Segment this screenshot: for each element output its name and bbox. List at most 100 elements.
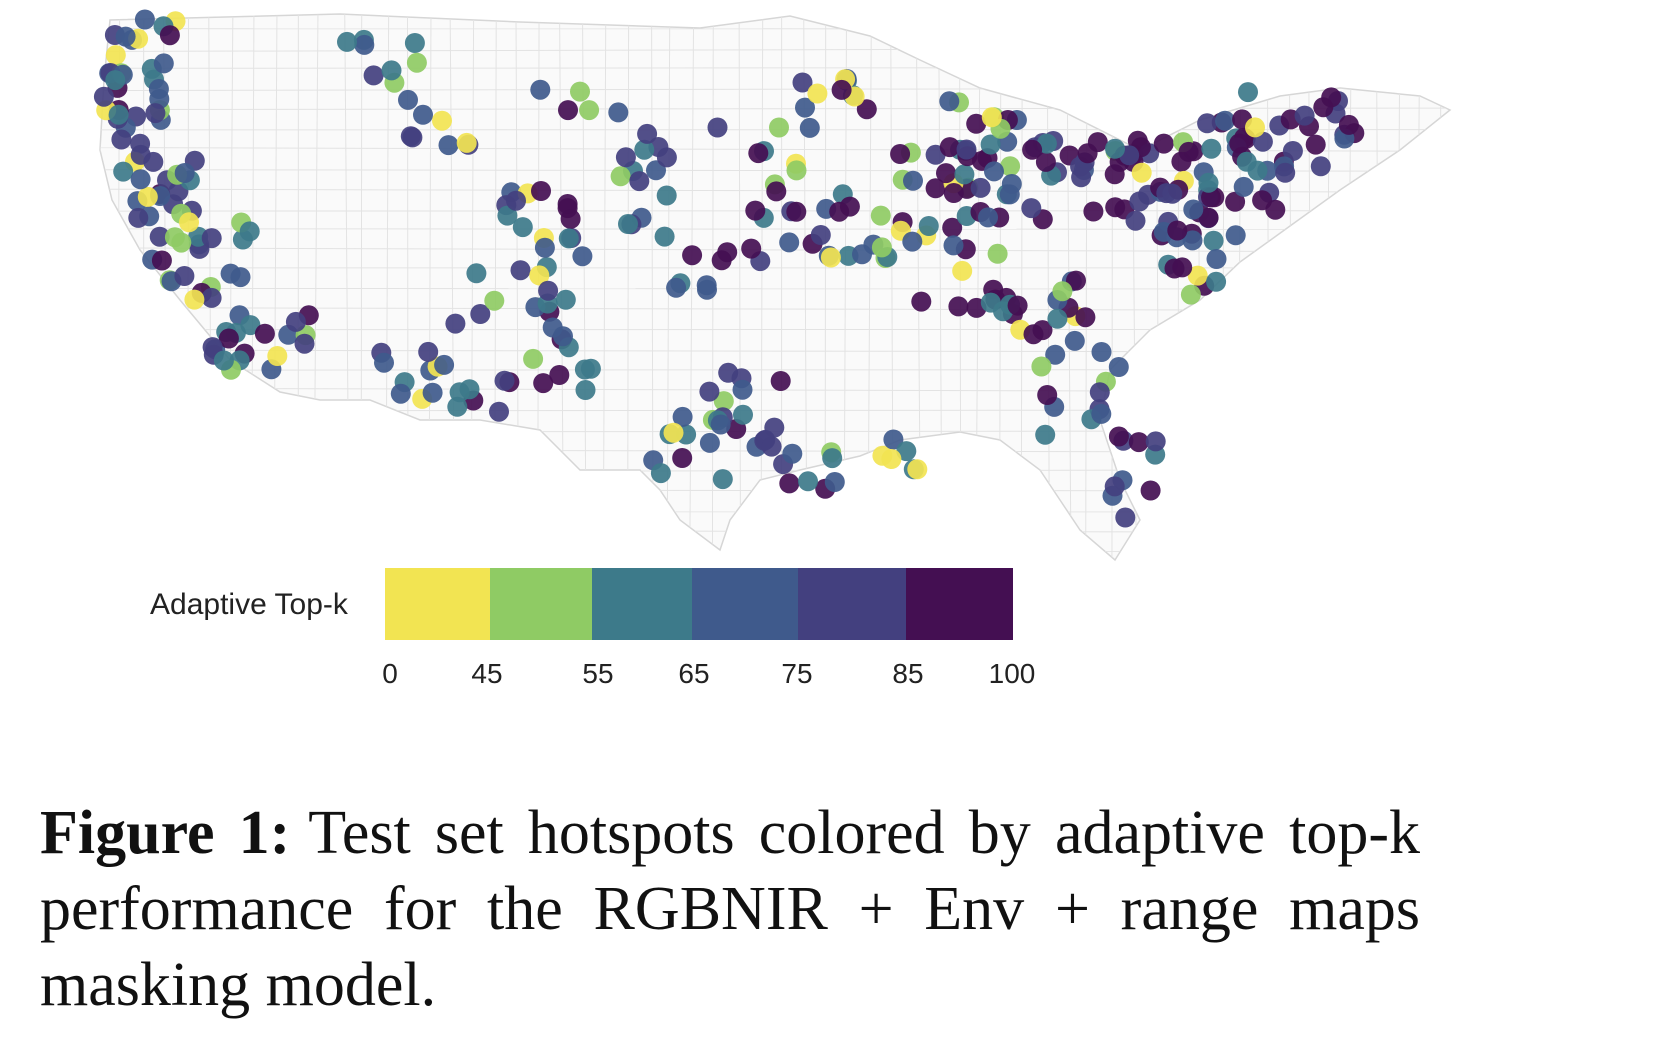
hotspot-point — [533, 373, 554, 394]
hotspot-point — [1178, 141, 1199, 162]
hotspot-point — [741, 238, 762, 259]
hotspot-point — [966, 113, 987, 134]
hotspot-point — [572, 246, 593, 267]
hotspot-point — [267, 346, 288, 366]
hotspot-point — [918, 216, 939, 236]
hotspot-point — [654, 226, 675, 247]
hotspot-point — [1131, 162, 1152, 183]
hotspot-point — [149, 226, 170, 247]
hotspot-point — [560, 208, 581, 229]
hotspot-point — [1187, 265, 1208, 286]
hotspot-point — [557, 194, 578, 214]
hotspot-point — [213, 350, 234, 371]
hotspot-point — [164, 227, 185, 248]
hotspot-point — [381, 60, 402, 81]
hotspot-point — [939, 91, 960, 112]
hotspot-point — [984, 161, 1004, 182]
hotspot-point — [1167, 220, 1188, 241]
hotspot-point — [956, 139, 977, 160]
legend-tick-label: 65 — [678, 658, 710, 689]
hotspot-point — [130, 169, 151, 190]
hotspot-point — [1198, 172, 1219, 193]
hotspot-point — [555, 289, 576, 310]
hotspot-point — [1294, 105, 1315, 126]
hotspot-point — [852, 244, 872, 265]
hotspot-point — [174, 163, 195, 183]
hotspot-point — [981, 107, 1002, 128]
hotspot-point — [903, 170, 923, 191]
hotspot-point — [398, 89, 418, 110]
hotspot-point — [580, 358, 601, 379]
hotspot-point — [907, 459, 928, 480]
hotspot-point — [1066, 270, 1086, 291]
hotspot-point — [484, 290, 505, 311]
hotspot-point — [1031, 356, 1052, 377]
legend-tick-label: 100 — [988, 658, 1036, 689]
hotspot-point — [438, 135, 459, 156]
hotspot-point — [615, 147, 636, 168]
hotspot-point — [943, 183, 964, 203]
hotspot-point — [637, 123, 658, 144]
hotspot-points — [93, 9, 1365, 528]
hotspot-point — [1104, 164, 1125, 185]
hotspot-point — [1215, 110, 1235, 131]
hotspot-point — [1203, 230, 1224, 251]
legend-bin-65-75 — [692, 568, 798, 640]
hotspot-point — [512, 217, 533, 238]
hotspot-point — [390, 383, 411, 404]
hotspot-point — [1275, 162, 1296, 183]
hotspot-point — [663, 422, 684, 443]
hotspot-point — [699, 432, 720, 453]
hotspot-point — [952, 260, 973, 281]
hotspot-point — [1077, 143, 1098, 164]
hotspot-point — [713, 391, 734, 412]
hotspot-point — [1091, 342, 1112, 362]
hotspot-point — [558, 100, 578, 121]
hotspot-point — [618, 214, 638, 234]
hotspot-point — [113, 161, 134, 182]
hotspot-point — [1021, 198, 1042, 219]
hotspot-point — [1310, 156, 1331, 177]
hotspot-point — [553, 326, 573, 347]
hotspot-point — [449, 382, 470, 403]
hotspot-point — [1245, 117, 1265, 138]
legend-tick-label: 85 — [892, 658, 924, 689]
hotspot-point — [769, 117, 789, 138]
hotspot-point — [1125, 210, 1146, 231]
hotspot-point — [218, 328, 239, 349]
hotspot-point — [1047, 308, 1068, 329]
hotspot-point — [792, 72, 813, 93]
hotspot-point — [980, 134, 1001, 155]
hotspot-point — [402, 127, 423, 148]
hotspot-point — [174, 266, 195, 286]
hotspot-point — [748, 143, 769, 164]
hotspot-point — [558, 228, 579, 249]
hotspot-point — [1075, 307, 1096, 328]
hotspot-point — [810, 225, 831, 245]
hotspot-point — [1083, 201, 1104, 222]
hotspot-point — [1045, 344, 1066, 365]
hotspot-point — [954, 164, 975, 185]
hotspot-point — [896, 441, 917, 462]
hotspot-point — [710, 414, 731, 435]
figure-caption: Figure 1: Test set hotspots colored by ad… — [40, 795, 1420, 1023]
hotspot-point — [1105, 138, 1125, 159]
hotspot-point — [179, 212, 199, 233]
hotspot-point — [111, 129, 132, 150]
hotspot-point — [634, 139, 655, 160]
hotspot-point — [497, 205, 518, 226]
hotspot-point — [831, 79, 852, 100]
hotspot-point — [1198, 207, 1219, 228]
hotspot-point — [656, 185, 677, 206]
us-county-map — [93, 9, 1452, 562]
hotspot-point — [999, 184, 1020, 205]
hotspot-point — [799, 117, 820, 138]
hotspot-point — [911, 291, 932, 312]
hotspot-point — [943, 235, 964, 256]
hotspot-point — [786, 160, 807, 181]
hotspot-point — [1233, 176, 1254, 197]
hotspot-point — [902, 231, 923, 252]
hotspot-point — [1338, 114, 1359, 135]
hotspot-point — [159, 25, 180, 46]
